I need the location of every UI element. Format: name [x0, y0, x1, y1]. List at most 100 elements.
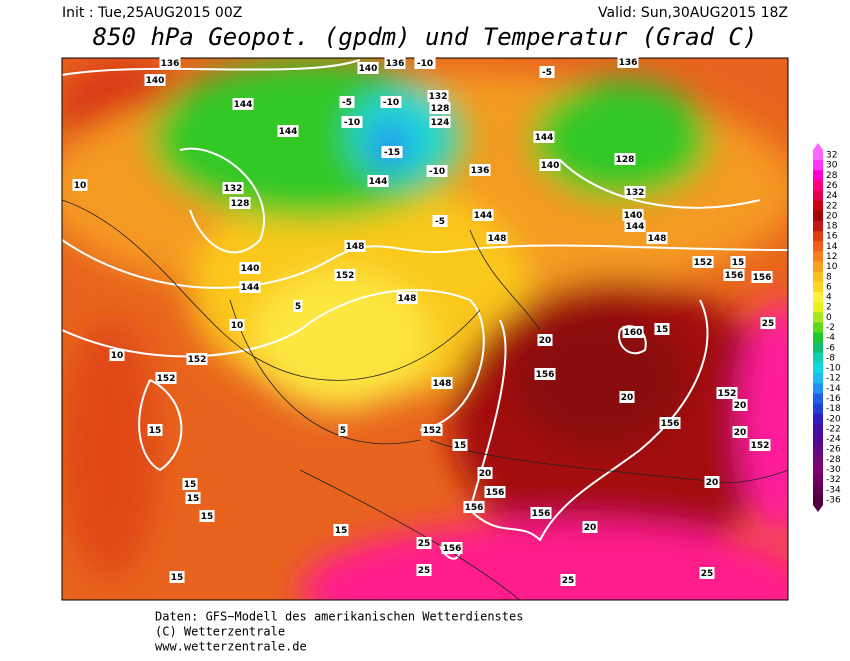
contour-label-box — [622, 209, 644, 221]
colorbar-label: -22 — [826, 424, 841, 434]
contour-label: 136 — [471, 166, 490, 176]
contour-label: -5 — [435, 217, 445, 227]
colorbar-label: -16 — [826, 394, 841, 404]
contour-label: 156 — [725, 271, 744, 281]
contour-label: 15 — [732, 258, 745, 268]
contour-label-box — [614, 153, 636, 165]
contour-label-box — [730, 256, 746, 268]
contour-label-box — [159, 57, 181, 69]
contour-label: 15 — [171, 573, 184, 583]
colorbar-swatch — [813, 221, 823, 232]
colorbar-label: -6 — [826, 343, 835, 353]
contour-label: 144 — [234, 100, 253, 110]
colorbar-swatch — [813, 231, 823, 242]
colorbar-swatch — [813, 332, 823, 344]
contour-label-box — [229, 319, 245, 331]
contour-label: 124 — [431, 118, 450, 128]
contour-label-box — [732, 426, 748, 438]
contour-label-box — [186, 353, 208, 365]
contour-label: -10 — [344, 118, 360, 128]
colorbar-swatch — [813, 423, 823, 435]
contour-label: 25 — [562, 576, 575, 586]
contour-label-box — [429, 102, 451, 114]
colorbar-label: 0 — [826, 313, 832, 323]
contour-label: 144 — [474, 211, 493, 221]
contour-label: 148 — [433, 379, 452, 389]
contour-label: 132 — [429, 92, 448, 102]
contour-label-box — [384, 57, 406, 69]
contour-label: -15 — [384, 148, 400, 158]
contour-label: 20 — [584, 523, 597, 533]
contour-label-box — [477, 467, 493, 479]
colorbar-swatch — [813, 363, 823, 374]
contour-label-box — [617, 56, 639, 68]
colorbar-label: -36 — [826, 495, 841, 505]
contour-label: 140 — [541, 161, 560, 171]
colorbar-swatch — [813, 150, 823, 161]
contour-label-box — [426, 165, 448, 177]
colorbar-swatch — [813, 373, 823, 384]
contour-label-box — [144, 74, 166, 86]
contour-label-box — [441, 542, 463, 554]
contour-label: 132 — [626, 188, 645, 198]
contour-label: 128 — [431, 104, 450, 114]
contour-label: 20 — [539, 336, 552, 346]
contour-label-box — [749, 439, 771, 451]
contour-label: 136 — [386, 59, 405, 69]
colorbar-swatch — [813, 454, 823, 465]
contour-label-box — [716, 387, 738, 399]
colorbar-swatch — [813, 281, 823, 293]
contour-label-box — [463, 501, 485, 513]
colorbar-swatch — [813, 464, 823, 476]
contour-label-box — [334, 269, 356, 281]
colorbar-label: 6 — [826, 282, 832, 292]
contour-label-box — [537, 334, 553, 346]
colorbar-label: 24 — [826, 191, 838, 201]
contour-label: 160 — [624, 328, 643, 338]
contour-label: 15 — [184, 480, 197, 490]
contour-label: 15 — [454, 441, 467, 451]
contour-label: 15 — [656, 325, 669, 335]
colorbar-label: -34 — [826, 485, 841, 495]
contour-label: 25 — [762, 319, 775, 329]
contour-label: 5 — [295, 302, 301, 312]
contour-label: 20 — [621, 393, 634, 403]
colorbar-swatch — [813, 180, 823, 192]
contour-label-box — [484, 486, 506, 498]
contour-label-box — [622, 326, 644, 338]
valid-time: Valid: Sun,30AUG2015 18Z — [598, 5, 788, 21]
contour-label: -5 — [342, 98, 352, 108]
colorbar-label: -10 — [826, 364, 841, 374]
colorbar-swatch — [813, 302, 823, 313]
contour-label: 25 — [418, 539, 431, 549]
contour-label: 136 — [161, 59, 180, 69]
contour-label-box — [414, 57, 436, 69]
contour-label-box — [429, 116, 451, 128]
contour-label: 152 — [188, 355, 207, 365]
contour-label-box — [277, 125, 299, 137]
colorbar-swatch — [813, 271, 823, 283]
contour-label: 156 — [753, 273, 772, 283]
contour-label: 156 — [536, 370, 555, 380]
contour-label-box — [539, 159, 561, 171]
footer-line: (C) Wetterzentrale — [155, 625, 285, 639]
contour-label-box — [380, 96, 402, 108]
contour-label-box — [239, 262, 261, 274]
colorbar-swatch — [813, 413, 823, 425]
colorbar-swatch — [813, 251, 823, 263]
contour-label-box — [533, 131, 555, 143]
contour-label: 152 — [336, 271, 355, 281]
colorbar-label: 26 — [826, 181, 838, 191]
contour-label-box — [367, 175, 389, 187]
contour-label: 148 — [488, 234, 507, 244]
contour-label-box — [732, 399, 748, 411]
contour-label-box — [751, 271, 773, 283]
colorbar-swatch — [813, 393, 823, 405]
contour-label-box — [416, 537, 432, 549]
contour-label-box — [344, 240, 366, 252]
colorbar-label: 8 — [826, 272, 832, 282]
contour-label-box — [147, 424, 163, 436]
contour-label-box — [109, 349, 125, 361]
colorbar-swatch — [813, 170, 823, 181]
colorbar-label: -28 — [826, 455, 841, 465]
